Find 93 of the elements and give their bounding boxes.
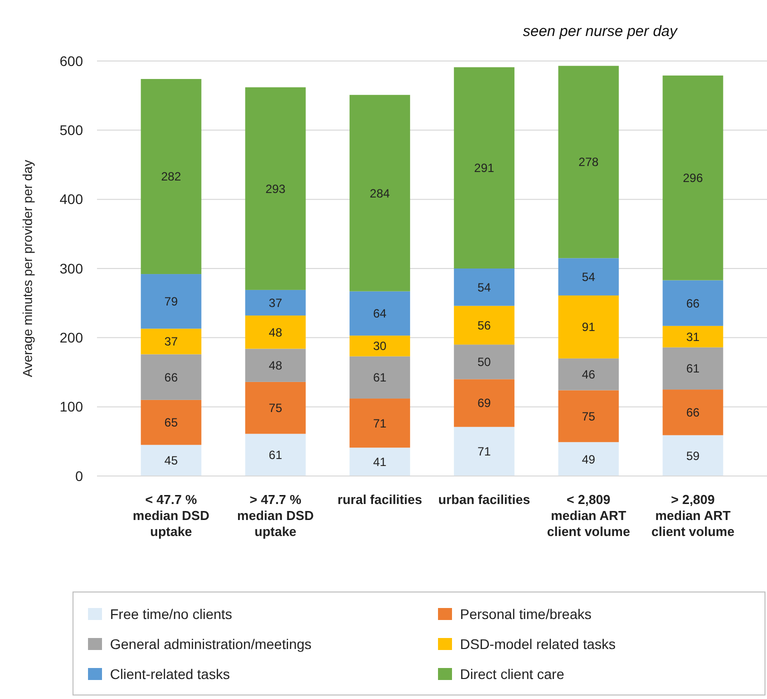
x-tick-label: > 2,809 median ART client volume: [651, 492, 734, 539]
x-tick-label: < 47.7 % median DSD uptake: [132, 492, 210, 539]
data-label: 65: [164, 416, 178, 430]
bar: [454, 268, 514, 306]
x-tick-label: rural facilities: [338, 492, 422, 507]
bar: [245, 434, 306, 476]
bar: [350, 356, 410, 399]
bar: [245, 348, 306, 382]
y-tick-label: 600: [60, 52, 84, 69]
data-label: 293: [265, 182, 286, 196]
bar: [350, 94, 410, 292]
data-label: 64: [373, 306, 387, 321]
x-tick-label: < 2,809 median ART client volume: [547, 492, 630, 539]
data-label: 31: [686, 330, 700, 344]
y-tick-label: 200: [60, 330, 84, 346]
data-label: 282: [161, 170, 182, 184]
y-tick-label: 100: [60, 398, 84, 415]
bar: [140, 328, 202, 354]
bar: [454, 379, 514, 427]
bar: [350, 398, 410, 448]
x-tick-label: urban facilities: [438, 492, 530, 507]
y-tick-label: 500: [60, 122, 84, 138]
data-label: 296: [682, 171, 704, 186]
data-label: 91: [582, 320, 596, 334]
bar: [662, 435, 724, 476]
legend-label: DSD-model related tasks: [460, 636, 616, 652]
bar: [454, 344, 514, 380]
data-label: 66: [164, 370, 178, 384]
data-label: 278: [578, 155, 599, 170]
data-label: 75: [268, 401, 282, 416]
data-label: 41: [373, 455, 387, 470]
bar: [558, 66, 619, 258]
text: seen per nurse per day: [522, 23, 679, 40]
bar: [140, 400, 202, 445]
data-label: 79: [164, 294, 178, 309]
bar: [558, 442, 619, 476]
legend-label: Free time/no clients: [110, 606, 232, 622]
data-label: 37: [164, 334, 178, 349]
data-label: 69: [478, 396, 492, 410]
bar: [140, 354, 202, 400]
bar: [662, 390, 724, 436]
bar: [558, 295, 619, 358]
bar: [350, 291, 410, 336]
bar: [454, 306, 514, 345]
y-tick-label: 300: [60, 260, 84, 276]
data-label: 59: [686, 448, 700, 463]
data-label: 50: [478, 355, 492, 370]
bar: [140, 274, 202, 329]
bar: [350, 448, 410, 476]
legend-label: Direct client care: [460, 666, 564, 682]
data-label: 46: [582, 368, 596, 382]
data-label: 75: [582, 409, 596, 424]
bar: [140, 78, 202, 274]
bar: [350, 336, 410, 356]
data-label: 30: [373, 339, 387, 354]
data-label: 45: [164, 454, 178, 468]
bar: [558, 358, 619, 390]
data-label: 66: [686, 296, 700, 310]
bar: [140, 444, 202, 476]
bar: [558, 390, 619, 442]
bar: [454, 67, 514, 268]
data-label: 61: [268, 448, 282, 462]
bar: [662, 76, 724, 280]
data-label: 66: [686, 406, 700, 420]
data-label: 71: [373, 416, 387, 430]
data-label: 37: [268, 296, 282, 310]
data-label: 48: [268, 358, 282, 373]
bar: [245, 316, 306, 349]
data-label: 61: [373, 370, 387, 385]
data-label: 71: [478, 444, 492, 459]
legend-label: Client-related tasks: [110, 666, 230, 682]
data-label: 291: [474, 161, 495, 176]
bar: [662, 280, 724, 326]
y-tick-label: 0: [75, 468, 84, 484]
bar: [245, 382, 306, 434]
legend-label: Personal time/breaks: [460, 606, 592, 622]
data-label: 56: [478, 318, 492, 332]
bar: [454, 426, 514, 476]
x-tick-label: > 47.7 % median DSD uptake: [237, 492, 314, 539]
y-tick-label: 400: [60, 191, 84, 208]
legend-label: General administration/meetings: [110, 636, 312, 652]
y-axis-title: Average minutes per provider per day: [20, 159, 35, 378]
bar: [245, 290, 306, 316]
data-label: 54: [478, 280, 492, 294]
data-label: 54: [582, 270, 596, 284]
bar: [558, 258, 619, 296]
data-label: 49: [582, 452, 596, 466]
bar: [662, 347, 724, 390]
data-label: 48: [268, 325, 282, 340]
bar: [245, 87, 306, 290]
bar: [662, 326, 724, 348]
data-label: 284: [370, 186, 390, 200]
data-label: 61: [686, 362, 700, 376]
